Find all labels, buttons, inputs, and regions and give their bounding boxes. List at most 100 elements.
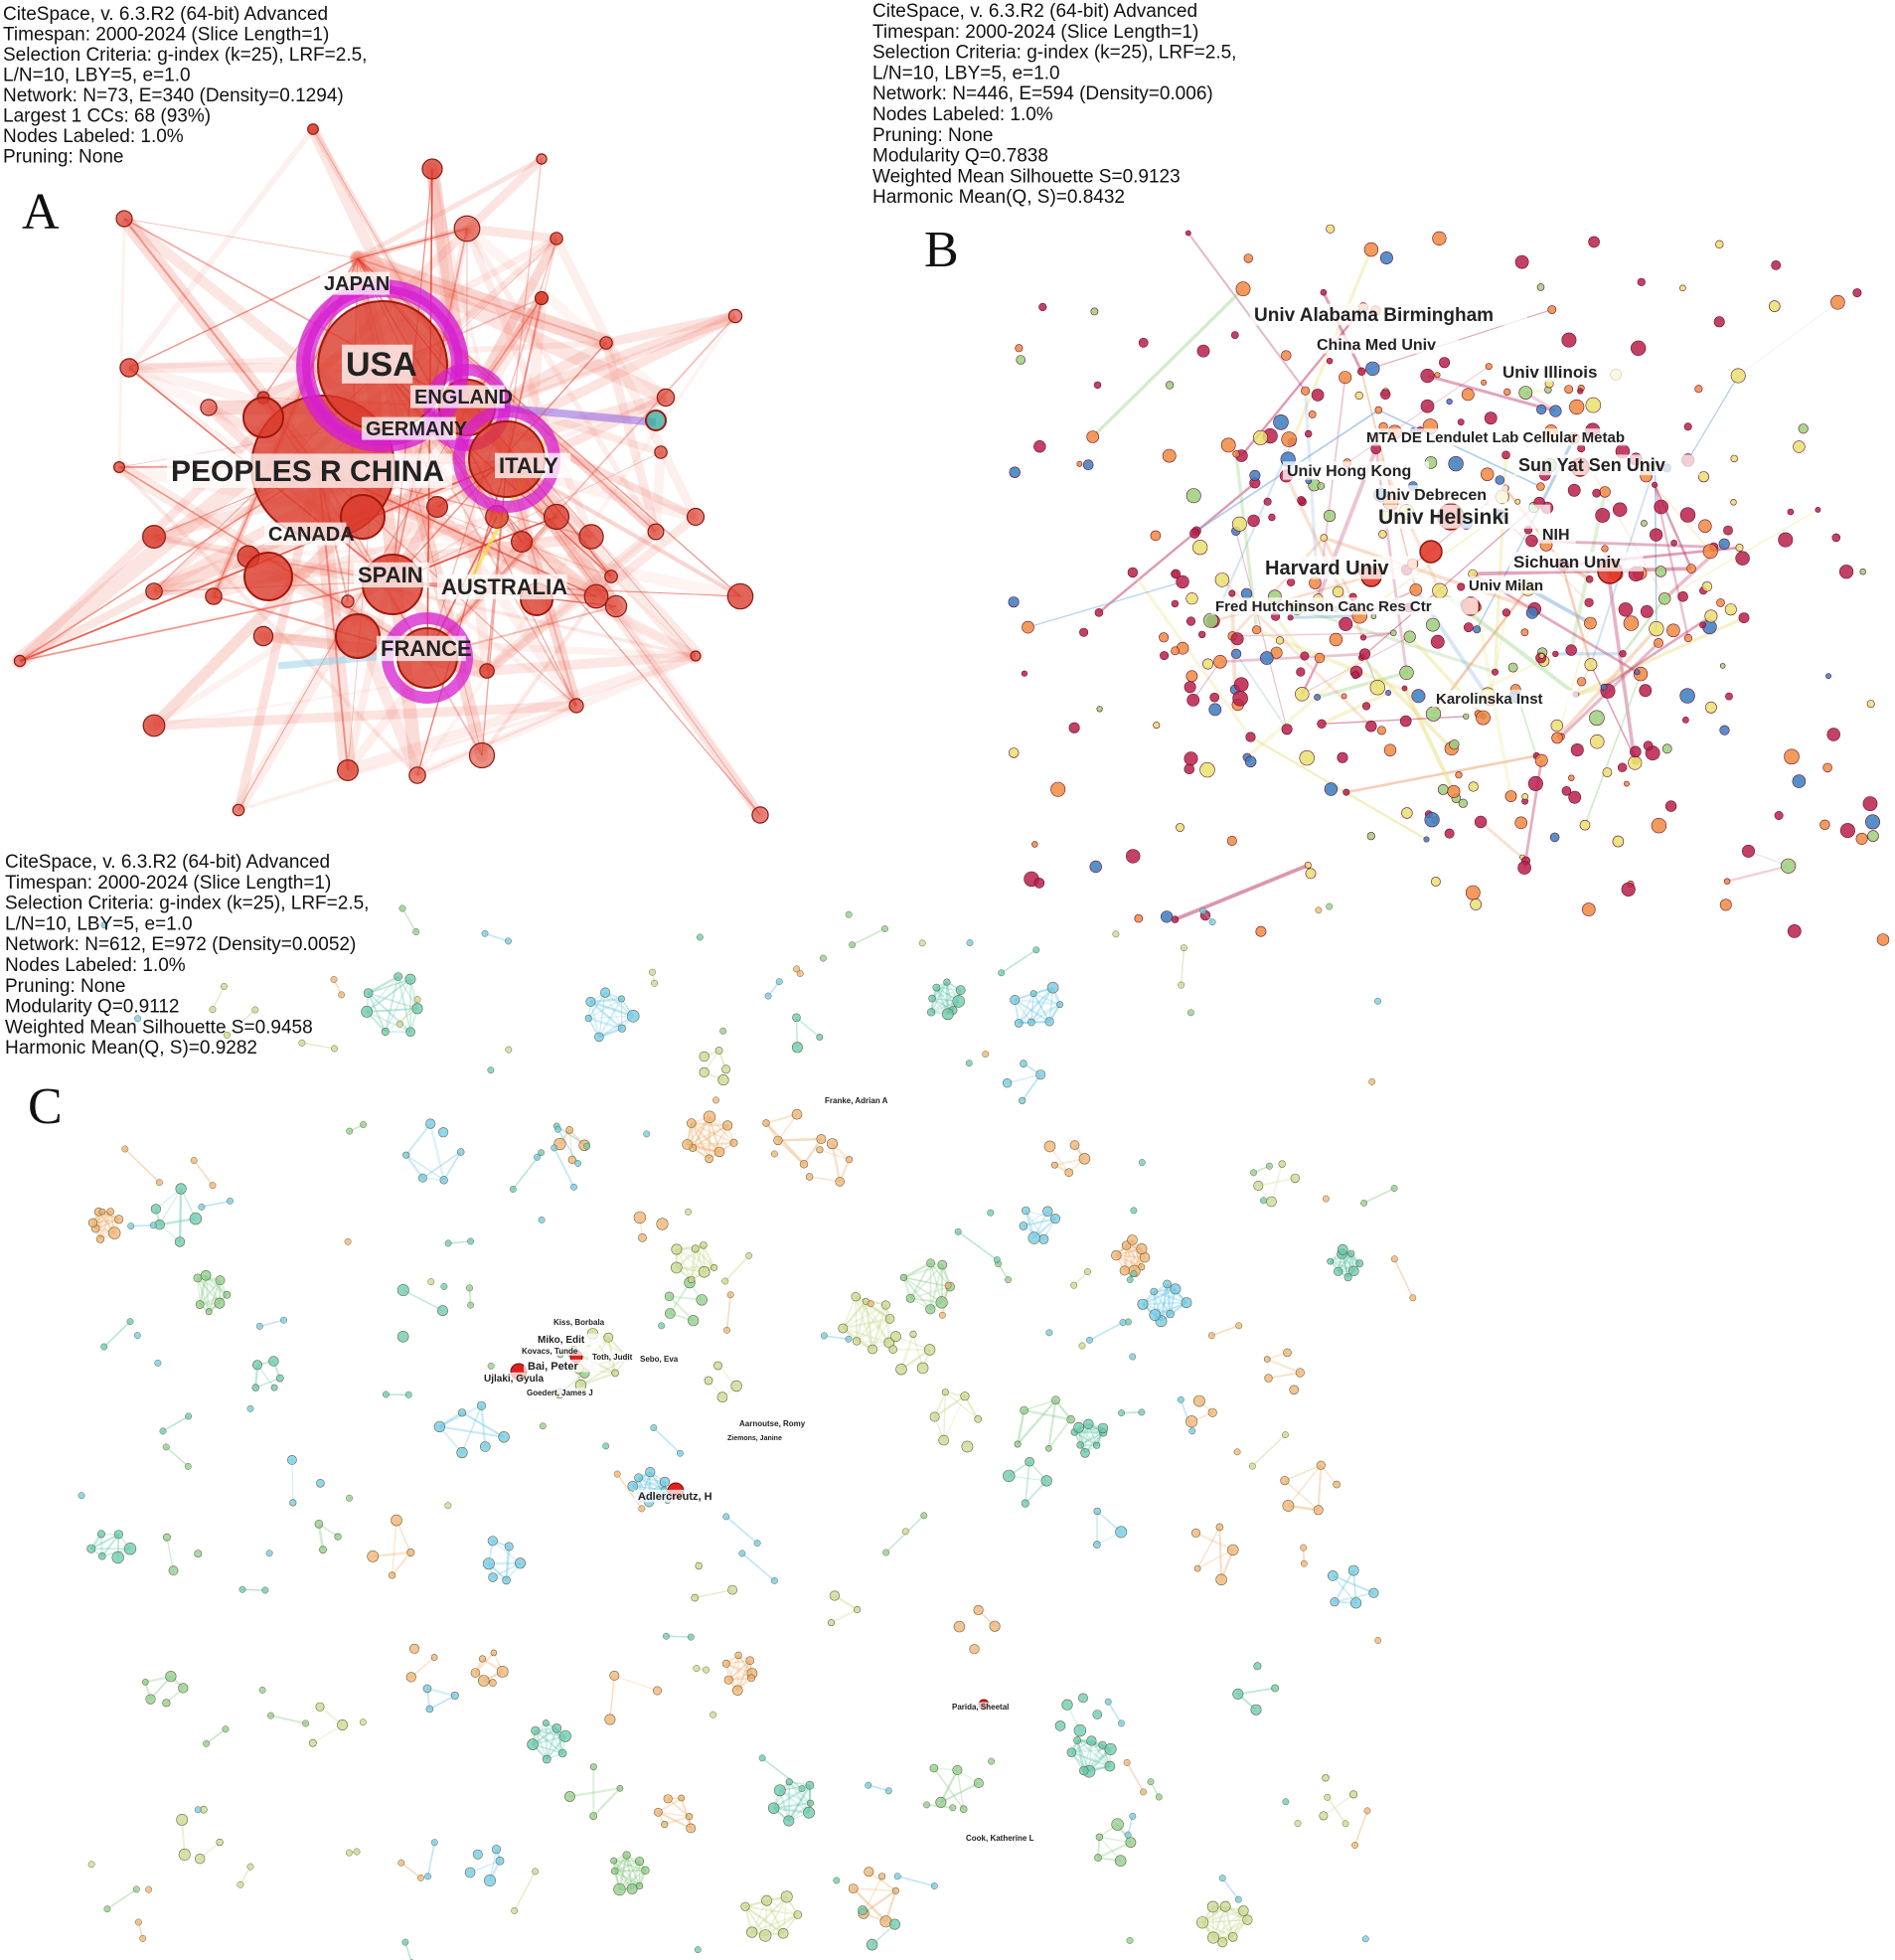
edge: [366, 978, 411, 1013]
edge: [1153, 1290, 1187, 1304]
edge: [1027, 580, 1184, 628]
node: [1283, 1348, 1292, 1358]
node-label: Univ Milan: [1469, 577, 1543, 594]
info-line: Pruning: None: [5, 976, 125, 997]
edge: [855, 1296, 873, 1350]
node: [888, 1345, 898, 1354]
node: [1299, 749, 1315, 766]
node: [998, 969, 1006, 977]
node: [988, 1757, 996, 1765]
node: [203, 1739, 211, 1747]
edge: [579, 1356, 628, 1387]
node: [1140, 1788, 1148, 1796]
edge: [1575, 685, 1605, 697]
node: [648, 968, 656, 976]
node: [1199, 761, 1215, 778]
node: [289, 1499, 297, 1507]
node: [498, 1431, 510, 1443]
edge: [895, 1336, 930, 1351]
edge: [944, 1391, 979, 1420]
node: [982, 1051, 990, 1059]
node-label: Univ Hong Kong: [1287, 463, 1411, 480]
node: [1253, 1662, 1262, 1671]
node: [1235, 281, 1251, 297]
edge: [1393, 1258, 1414, 1299]
node: [470, 1668, 481, 1678]
edge: [1232, 632, 1394, 637]
edge: [744, 1905, 798, 1916]
edge: [1196, 1527, 1220, 1569]
node: [699, 1051, 710, 1062]
node: [538, 1216, 546, 1224]
edge: [741, 1552, 775, 1581]
node: [427, 1278, 435, 1286]
node: [1233, 1448, 1241, 1456]
node: [1080, 1448, 1090, 1458]
node: [200, 399, 218, 416]
node: [1207, 1332, 1215, 1340]
info-line: Timespan: 2000-2024 (Slice Length=1): [872, 22, 1198, 43]
node: [1073, 1723, 1087, 1737]
node: [883, 1337, 895, 1349]
panel-a-letter: A: [22, 184, 60, 241]
node: [1780, 858, 1797, 874]
edge: [366, 1011, 411, 1033]
node: [1403, 630, 1416, 643]
node: [95, 1234, 105, 1243]
edge: [1427, 374, 1556, 413]
node: [747, 1674, 755, 1683]
node: [1176, 574, 1189, 589]
edge: [831, 1608, 859, 1624]
node: [610, 1867, 619, 1876]
label-background: [550, 1317, 622, 1327]
node: [974, 1415, 983, 1423]
node: [367, 1551, 380, 1562]
node: [178, 1848, 191, 1861]
node: [1565, 644, 1577, 656]
node: [78, 1492, 85, 1500]
edge: [1687, 375, 1739, 461]
edge: [463, 227, 595, 539]
node: [142, 524, 167, 549]
node: [232, 803, 245, 817]
edge: [1231, 537, 1326, 637]
edge: [1017, 1399, 1057, 1445]
node: [126, 1318, 134, 1326]
node: [1038, 302, 1047, 312]
edge: [466, 224, 557, 244]
node: [1125, 849, 1141, 864]
edge: [201, 1200, 231, 1209]
edge: [842, 1296, 857, 1329]
edge: [1212, 1909, 1244, 1939]
node: [1118, 1409, 1126, 1417]
edge: [432, 503, 581, 710]
edge: [546, 1727, 558, 1760]
edge: [690, 1122, 720, 1153]
node: [1664, 800, 1677, 812]
node: [1320, 288, 1328, 296]
panel-b-labels: Univ Alabama Birmingham China Med Univ Uni…: [1211, 303, 1700, 708]
node: [1083, 1418, 1094, 1430]
node: [633, 1211, 647, 1225]
node: [1090, 307, 1099, 316]
node: [1420, 399, 1435, 413]
node: [852, 1337, 862, 1346]
node: [145, 1694, 156, 1705]
edge: [658, 1811, 690, 1818]
label-background: [821, 1095, 908, 1105]
node: [1322, 1195, 1330, 1203]
node: [719, 1027, 727, 1035]
node-label: Adlercreutz, H: [638, 1491, 712, 1503]
node: [1076, 1441, 1084, 1449]
node: [845, 1335, 853, 1343]
node: [1297, 496, 1306, 505]
node-label: Harvard Univ: [1265, 558, 1389, 579]
edge: [1024, 1408, 1071, 1421]
edge: [438, 1425, 463, 1454]
edge: [464, 227, 659, 534]
edge: [1016, 1409, 1026, 1445]
node: [479, 663, 495, 679]
label-background: [495, 452, 571, 479]
edge: [312, 1723, 343, 1744]
edge: [1327, 1796, 1346, 1825]
